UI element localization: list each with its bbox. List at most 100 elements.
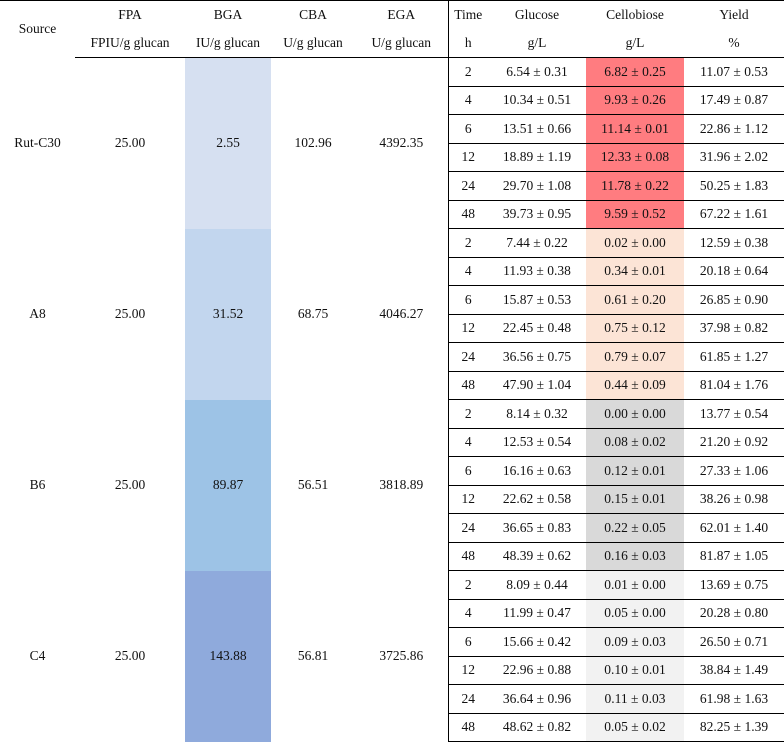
- time-cell: 2: [447, 399, 488, 429]
- table-row: 12 22.45 ± 0.48 0.75 ± 0.12 37.98 ± 0.82: [0, 314, 784, 343]
- ega-cell: 4392.35: [379, 135, 424, 151]
- cba-cell: 102.96: [294, 135, 332, 151]
- glucose-cell: 47.90 ± 1.04: [488, 371, 586, 400]
- yield-cell: 62.01 ± 1.40: [684, 513, 784, 543]
- glucose-cell: 18.89 ± 1.19: [488, 143, 586, 172]
- time-cell: 48: [447, 371, 488, 400]
- glucose-cell: 8.14 ± 0.32: [488, 399, 586, 429]
- col-header-fpa: FPA: [75, 0, 185, 29]
- glucose-cell: 22.45 ± 0.48: [488, 314, 586, 343]
- time-cell: 24: [447, 513, 488, 543]
- glucose-cell: 36.64 ± 0.96: [488, 684, 586, 714]
- cba-cell: 56.81: [297, 648, 329, 663]
- table-header: Source FPA BGA CBA EGA Time Glucose Cell…: [0, 0, 784, 58]
- yield-cell: 26.85 ± 0.90: [684, 285, 784, 315]
- fpa-cell: 25.00: [114, 135, 146, 151]
- table-row: 48 47.90 ± 1.04 0.44 ± 0.09 81.04 ± 1.76: [0, 371, 784, 400]
- cellobiose-cell: 9.59 ± 0.52: [586, 200, 684, 229]
- table-row: 48 39.73 ± 0.95 9.59 ± 0.52 67.22 ± 1.61: [0, 200, 784, 229]
- glucose-cell: 15.87 ± 0.53: [488, 285, 586, 315]
- table-row: 4 10.34 ± 0.51 9.93 ± 0.26 17.49 ± 0.87: [0, 86, 784, 115]
- cellobiose-cell: 0.05 ± 0.00: [586, 599, 684, 628]
- cba-cell: 68.75: [297, 306, 329, 321]
- time-cell: 24: [447, 342, 488, 372]
- yield-cell: 61.98 ± 1.63: [684, 684, 784, 714]
- table-row: C4 25.00 143.88 56.81 3725.86 2 8.09 ± 0.44 0.0…: [0, 570, 784, 742]
- glucose-cell: 36.65 ± 0.83: [488, 513, 586, 543]
- glucose-cell: 11.93 ± 0.38: [488, 257, 586, 286]
- ega-cell: 3725.86: [379, 648, 424, 663]
- cellobiose-cell: 0.05 ± 0.02: [586, 713, 684, 742]
- yield-cell: 50.25 ± 1.83: [684, 171, 784, 201]
- yield-cell: 21.20 ± 0.92: [684, 428, 784, 457]
- source-cell: B6: [29, 477, 46, 492]
- glucose-cell: 15.66 ± 0.42: [488, 627, 586, 657]
- table-row: B6 25.00 89.87 56.51 3818.89 2 8.14 ± 0.32 0.00…: [0, 399, 784, 571]
- table-row: 48 48.39 ± 0.62 0.16 ± 0.03 81.87 ± 1.05: [0, 542, 784, 571]
- yield-cell: 13.69 ± 0.75: [684, 570, 784, 600]
- table-body: Rut-C30 25.00 2.55 102.96 4392.35 2 6.54 ± 0.3…: [0, 57, 784, 742]
- table-row: 6 13.51 ± 0.66 11.14 ± 0.01 22.86 ± 1.12: [0, 114, 784, 144]
- cellobiose-cell: 0.09 ± 0.03: [586, 627, 684, 657]
- yield-cell: 31.96 ± 2.02: [684, 143, 784, 172]
- time-cell: 6: [447, 114, 488, 144]
- cellobiose-cell: 0.00 ± 0.00: [586, 399, 684, 429]
- time-cell: 4: [447, 599, 488, 628]
- time-cell: 24: [447, 684, 488, 714]
- glucose-cell: 11.99 ± 0.47: [488, 599, 586, 628]
- bga-cell: 143.88: [185, 570, 271, 742]
- table-row: 6 15.66 ± 0.42 0.09 ± 0.03 26.50 ± 0.71: [0, 627, 784, 657]
- fpa-cell: 25.00: [114, 477, 146, 492]
- yield-cell: 13.77 ± 0.54: [684, 399, 784, 429]
- source-cell: C4: [29, 648, 46, 663]
- yield-cell: 38.26 ± 0.98: [684, 485, 784, 514]
- cellobiose-cell: 0.10 ± 0.01: [586, 656, 684, 685]
- yield-cell: 27.33 ± 1.06: [684, 456, 784, 486]
- cellobiose-cell: 0.02 ± 0.00: [586, 228, 684, 258]
- table-row: 12 18.89 ± 1.19 12.33 ± 0.08 31.96 ± 2.02: [0, 143, 784, 172]
- time-cell: 6: [447, 285, 488, 315]
- table-row: 24 29.70 ± 1.08 11.78 ± 0.22 50.25 ± 1.83: [0, 171, 784, 201]
- cellobiose-cell: 0.08 ± 0.02: [586, 428, 684, 457]
- glucose-cell: 22.96 ± 0.88: [488, 656, 586, 685]
- source-cell: A8: [29, 306, 46, 321]
- unit-glucose: g/L: [488, 29, 586, 58]
- source-cell: Rut-C30: [14, 135, 61, 150]
- col-header-ega: EGA: [355, 0, 448, 29]
- col-header-yield: Yield: [684, 0, 784, 29]
- unit-ega: U/g glucan: [355, 29, 448, 58]
- time-cell: 48: [447, 200, 488, 229]
- cellobiose-cell: 0.01 ± 0.00: [586, 570, 684, 600]
- yield-cell: 61.85 ± 1.27: [684, 342, 784, 372]
- table-row: 24 36.65 ± 0.83 0.22 ± 0.05 62.01 ± 1.40: [0, 513, 784, 543]
- yield-cell: 20.18 ± 0.64: [684, 257, 784, 286]
- yield-cell: 26.50 ± 0.71: [684, 627, 784, 657]
- cellobiose-cell: 6.82 ± 0.25: [586, 57, 684, 87]
- time-cell: 48: [447, 542, 488, 571]
- cellobiose-cell: 9.93 ± 0.26: [586, 86, 684, 115]
- glucose-cell: 13.51 ± 0.66: [488, 114, 586, 144]
- glucose-cell: 48.39 ± 0.62: [488, 542, 586, 571]
- cellobiose-cell: 11.78 ± 0.22: [586, 171, 684, 201]
- cellobiose-cell: 0.34 ± 0.01: [586, 257, 684, 286]
- ega-cell: 3818.89: [379, 477, 424, 492]
- time-cell: 4: [447, 428, 488, 457]
- yield-cell: 12.59 ± 0.38: [684, 228, 784, 258]
- table-row: 4 11.93 ± 0.38 0.34 ± 0.01 20.18 ± 0.64: [0, 257, 784, 286]
- cellobiose-cell: 0.16 ± 0.03: [586, 542, 684, 571]
- table-row: 4 11.99 ± 0.47 0.05 ± 0.00 20.28 ± 0.80: [0, 599, 784, 628]
- table-row: 12 22.96 ± 0.88 0.10 ± 0.01 38.84 ± 1.49: [0, 656, 784, 685]
- glucose-cell: 29.70 ± 1.08: [488, 171, 586, 201]
- cellobiose-cell: 0.75 ± 0.12: [586, 314, 684, 343]
- cba-cell: 56.51: [297, 477, 329, 492]
- table-row: 12 22.62 ± 0.58 0.15 ± 0.01 38.26 ± 0.98: [0, 485, 784, 514]
- unit-yield: %: [684, 29, 784, 58]
- col-header-cba: CBA: [271, 0, 355, 29]
- col-header-glucose: Glucose: [488, 0, 586, 29]
- table-row: A8 25.00 31.52 68.75 4046.27 2 7.44 ± 0.22 0.02…: [0, 228, 784, 400]
- glucose-cell: 36.56 ± 0.75: [488, 342, 586, 372]
- cellobiose-cell: 0.11 ± 0.03: [586, 684, 684, 714]
- yield-cell: 82.25 ± 1.39: [684, 713, 784, 742]
- bga-cell: 31.52: [185, 228, 271, 400]
